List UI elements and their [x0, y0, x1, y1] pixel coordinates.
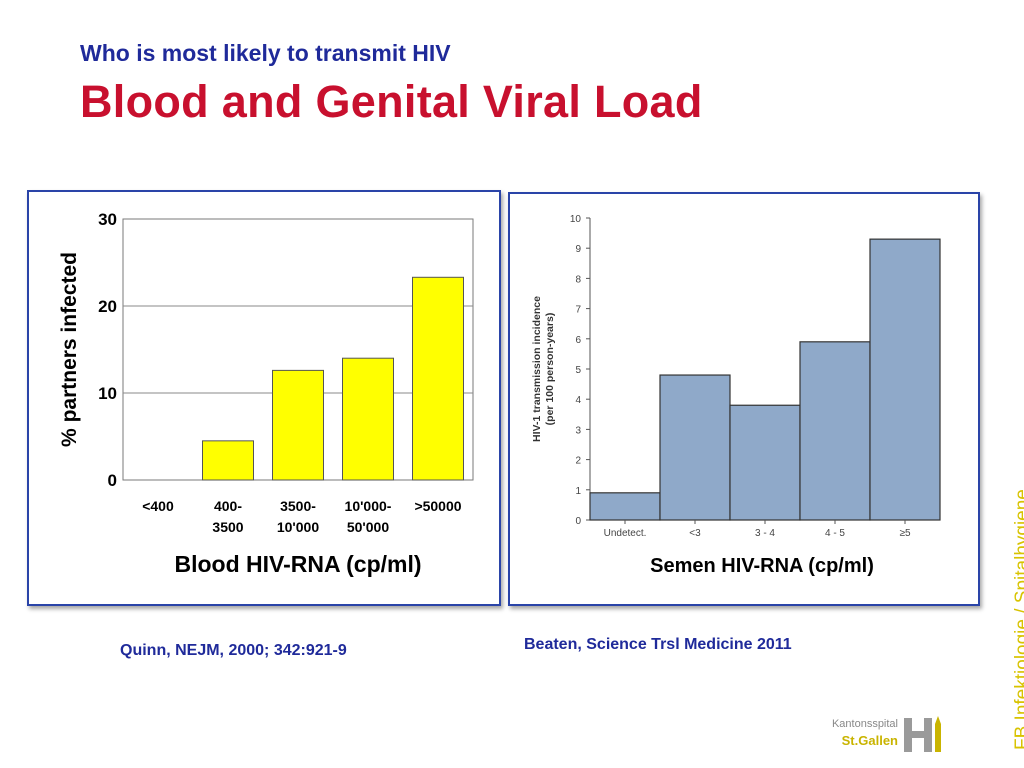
x-tick-label: 3500- [280, 498, 316, 514]
y-axis-title-line1: HIV-1 transmission incidence [531, 296, 543, 442]
x-tick-label: 3500 [212, 519, 243, 535]
bar-2 [272, 369, 324, 481]
blood-viral-load-chart-panel: 0 10 20 30 <400 400- 3500 3500- 10'000 10'000- 50'… [27, 190, 501, 606]
bar-3 [342, 357, 394, 481]
x-tick-label: ≥5 [899, 528, 910, 539]
citation-beaten: Beaten, Science Trsl Medicine 2011 [524, 636, 792, 653]
y-tick-label: 4 [575, 395, 581, 406]
y-tick-label: 0 [575, 516, 581, 527]
y-tick-label: 1 [575, 486, 581, 497]
y-tick-label: 0 [108, 471, 117, 490]
bar-4 [412, 276, 464, 481]
y-tick-label: 20 [98, 297, 117, 316]
y-axis-title: % partners infected [58, 252, 81, 447]
y-tick-label: 2 [575, 456, 581, 467]
bar-0 [589, 492, 661, 521]
bar-2 [729, 404, 801, 521]
logo-text-line2: St.Gallen [841, 733, 898, 748]
bar-4 [869, 238, 941, 521]
bar-1 [202, 440, 254, 481]
hospital-logo: Kantonsspital St.Gallen [808, 712, 958, 756]
citation-quinn: Quinn, NEJM, 2000; 342:921-9 [120, 642, 347, 659]
logo-text-line1: Kantonsspital [831, 718, 898, 730]
y-tick-label: 6 [575, 335, 581, 346]
blood-viral-load-chart: 0 10 20 30 <400 400- 3500 3500- 10'000 10'000- 50'… [58, 210, 474, 577]
x-tick-label: 10'000 [277, 519, 319, 535]
slide-subtitle: Who is most likely to transmit HIV [80, 40, 451, 66]
x-tick-label: <400 [142, 498, 174, 514]
x-axis-title: Blood HIV-RNA (cp/ml) [174, 551, 421, 577]
y-tick-label: 8 [575, 274, 581, 285]
x-tick-label: 400- [214, 498, 242, 514]
x-tick-label: >50000 [414, 498, 461, 514]
logo-mark-icon [904, 716, 941, 752]
y-tick-label: 10 [570, 214, 582, 225]
x-tick-label: 50'000 [347, 519, 389, 535]
x-tick-label: <3 [689, 528, 701, 539]
y-tick-label: 5 [575, 365, 581, 376]
x-tick-label: 10'000- [345, 498, 392, 514]
y-tick-label: 30 [98, 210, 117, 229]
semen-viral-load-chart: 0 1 2 3 4 5 6 7 8 9 10 Undetect. <3 3 - 4 4 - 5 ≥5 HIV-1… [531, 214, 941, 577]
x-tick-label: Undetect. [604, 528, 647, 539]
y-tick-label: 3 [575, 425, 581, 436]
semen-viral-load-chart-panel: 0 1 2 3 4 5 6 7 8 9 10 Undetect. <3 3 - 4 4 - 5 ≥5 HIV-1… [508, 192, 980, 606]
x-tick-label: 3 - 4 [755, 528, 775, 539]
y-tick-label: 7 [575, 305, 581, 316]
y-tick-label: 9 [575, 244, 581, 255]
slide-title: Blood and Genital Viral Load [80, 76, 703, 127]
x-tick-label: 4 - 5 [825, 528, 845, 539]
bar-3 [799, 341, 871, 521]
y-tick-label: 10 [98, 384, 117, 403]
bar-1 [659, 374, 731, 521]
department-sidebar-label: FB Infektiologie / Spitalhygiene [1012, 489, 1024, 750]
y-axis-title-line2: (per 100 person-years) [544, 313, 556, 426]
x-axis-title: Semen HIV-RNA (cp/ml) [650, 555, 874, 577]
